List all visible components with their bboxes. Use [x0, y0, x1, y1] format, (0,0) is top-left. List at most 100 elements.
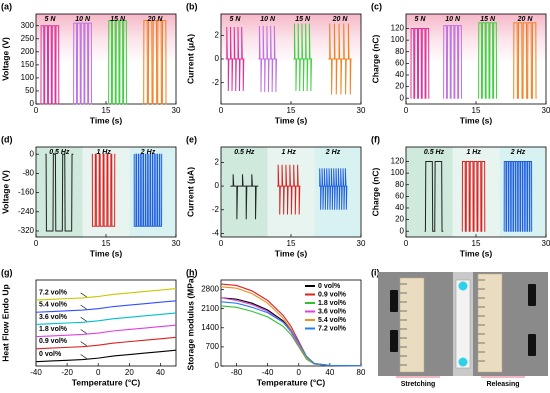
y-tick-label: 40	[395, 70, 404, 79]
background	[406, 147, 453, 237]
label-pointer	[80, 341, 87, 346]
caption: Releasing	[486, 381, 519, 388]
line	[35, 324, 177, 338]
panel-label: (g)	[1, 267, 13, 277]
waveform	[143, 20, 167, 105]
waveform	[503, 161, 533, 232]
waveform	[513, 22, 537, 99]
x-tick-label: 40	[325, 368, 334, 377]
waveform	[461, 161, 486, 232]
waveform	[40, 25, 60, 105]
series-label: 2 Hz	[510, 149, 526, 156]
y-axis-title: Current (μA)	[185, 34, 195, 84]
y-axis-title: Storage modulus (MPa)	[185, 275, 195, 370]
series-label: 0.5 Hz	[424, 149, 445, 156]
waveform	[45, 153, 74, 232]
y-tick-label: 2800	[201, 285, 219, 294]
x-axis-title: Temperature (°C)	[72, 377, 141, 387]
led	[458, 281, 468, 291]
line	[35, 288, 177, 301]
background	[452, 147, 500, 237]
x-tick-label: 0	[404, 239, 409, 248]
y-tick-label: 60	[395, 58, 404, 67]
series-label: 1 Hz	[466, 149, 481, 156]
waveform	[293, 23, 312, 91]
x-tick-label: 80	[357, 368, 366, 377]
y-axis-title: Voltage (V)	[0, 170, 10, 214]
waveform	[230, 174, 259, 220]
line	[35, 300, 177, 313]
line	[35, 312, 177, 325]
caption: Stretching	[401, 381, 436, 388]
clamp	[390, 330, 398, 352]
y-tick-label: 60	[395, 191, 404, 200]
plot-frame	[220, 279, 362, 367]
waveform	[319, 168, 348, 210]
y-tick-label: 80	[395, 180, 404, 189]
label-pointer	[80, 354, 87, 359]
x-tick-label: -20	[61, 368, 73, 377]
label-pointer	[80, 317, 87, 322]
x-axis-title: Time (s)	[275, 115, 308, 125]
y-tick-label: 700	[206, 342, 220, 351]
led	[458, 357, 468, 367]
y-tick-label: -160	[18, 188, 35, 197]
clamp	[528, 334, 536, 356]
legend-label: 0.9 vol%	[318, 291, 347, 298]
panel-label: (b)	[186, 1, 198, 11]
y-tick-label: 0	[30, 149, 35, 158]
waveform	[478, 22, 497, 99]
ruler	[399, 277, 425, 373]
label-pointer	[80, 329, 87, 334]
waveform	[225, 27, 245, 91]
y-tick-label: 250	[21, 34, 35, 43]
y-tick-label: 20	[395, 215, 404, 224]
y-tick-label: -80	[22, 169, 34, 178]
legend-label: 0.9 vol%	[39, 338, 68, 345]
panel-label: (c)	[371, 1, 382, 11]
plot-frame	[35, 279, 177, 367]
y-tick-label: 100	[21, 73, 35, 82]
background	[36, 147, 83, 237]
y-tick-label: -2	[212, 205, 220, 214]
series-label: 10 N	[260, 16, 276, 23]
x-axis-title: Time (s)	[460, 248, 493, 258]
y-tick-label: 0	[400, 93, 405, 102]
series-label: 15 N	[110, 16, 126, 23]
waveform	[258, 25, 277, 93]
y-tick-label: 2	[215, 158, 220, 167]
x-axis-title: Time (s)	[460, 115, 493, 125]
x-axis-title: Time (s)	[275, 248, 308, 258]
clamp	[390, 290, 398, 312]
panel-label: (a)	[1, 1, 12, 11]
y-tick-label: -240	[18, 207, 35, 216]
background	[221, 14, 361, 64]
x-tick-label: 40	[156, 368, 165, 377]
x-tick-label: 15	[472, 106, 481, 115]
x-tick-label: 30	[172, 106, 181, 115]
waveform	[277, 164, 301, 215]
x-tick-label: 20	[125, 368, 134, 377]
waveform	[443, 25, 462, 99]
line	[35, 336, 177, 350]
y-tick-label: 120	[391, 24, 405, 33]
series-label: 20 N	[517, 16, 534, 23]
label-pointer	[80, 304, 87, 310]
y-tick-label: 0	[30, 99, 35, 108]
waveform	[91, 153, 116, 227]
legend-label: 5.4 vol%	[318, 317, 347, 324]
panel-label: (h)	[186, 267, 198, 277]
x-axis-title: Time (s)	[90, 115, 123, 125]
panel-label: (i)	[371, 267, 380, 277]
x-tick-label: 15	[287, 239, 296, 248]
y-tick-label: 20	[395, 82, 404, 91]
x-tick-label: -40	[30, 368, 42, 377]
x-tick-label: 15	[102, 239, 111, 248]
x-tick-label: -80	[231, 368, 243, 377]
y-tick-label: -4	[212, 229, 220, 238]
series-label: 2 Hz	[325, 149, 341, 156]
legend-label: 7.2 vol%	[318, 325, 347, 332]
series-label: 10 N	[75, 16, 91, 23]
x-tick-label: 15	[472, 239, 481, 248]
